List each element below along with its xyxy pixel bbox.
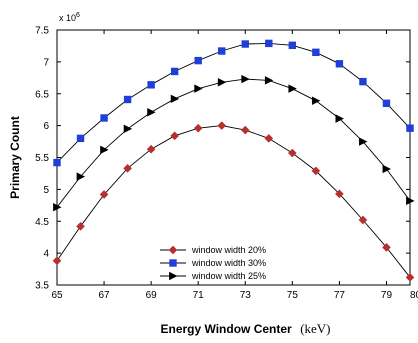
data-point xyxy=(76,172,86,181)
data-point xyxy=(76,222,85,231)
y-tick-label: 3.5 xyxy=(35,281,49,292)
data-point xyxy=(311,166,321,176)
data-point xyxy=(382,243,391,252)
legend-marker xyxy=(169,259,177,267)
series-line xyxy=(56,125,411,278)
x-tick-label: 69 xyxy=(146,290,158,301)
data-point xyxy=(194,84,203,93)
legend-item: window width 30% xyxy=(160,258,266,268)
data-point xyxy=(241,74,250,84)
y-axis: 3.5 4 4.5 5 5.5 6 6.5 7 7.5 xyxy=(35,26,410,292)
data-point xyxy=(288,148,297,158)
y-tick-label: 7.5 xyxy=(35,26,49,37)
x-axis: 65 67 69 71 73 75 77 79 80 xyxy=(51,30,418,301)
legend-label: window width 30% xyxy=(191,258,266,268)
legend-item: window width 20% xyxy=(160,245,266,255)
data-point xyxy=(359,137,368,146)
legend: window width 20% window width 30% window w… xyxy=(160,245,266,281)
data-point xyxy=(240,125,250,135)
y-tick-label: 6 xyxy=(43,121,49,132)
y-axis-multiplier: x 106 xyxy=(59,12,80,23)
series-3 xyxy=(53,74,415,212)
data-point xyxy=(193,123,203,133)
legend-marker xyxy=(168,245,178,255)
x-tick-label: 73 xyxy=(240,290,252,301)
legend-label: window width 25% xyxy=(191,271,266,281)
data-point xyxy=(100,145,109,155)
data-point xyxy=(170,94,180,104)
x-tick-label: 75 xyxy=(287,290,299,301)
data-point xyxy=(99,190,109,199)
x-tick-label: 77 xyxy=(334,290,346,301)
data-point xyxy=(382,164,391,174)
data-point xyxy=(217,78,227,87)
y-tick-label: 4.5 xyxy=(35,217,49,228)
data-point xyxy=(218,47,226,55)
x-tick-label: 65 xyxy=(51,290,63,301)
data-point xyxy=(170,67,179,76)
data-point xyxy=(264,76,274,85)
legend-item: window width 25% xyxy=(160,271,266,281)
data-point xyxy=(382,99,391,108)
data-point xyxy=(288,41,297,49)
data-point xyxy=(335,60,344,68)
y-tick-label: 6.5 xyxy=(35,89,49,100)
x-tick-label: 79 xyxy=(381,290,393,301)
data-point xyxy=(170,131,179,141)
data-point xyxy=(123,164,132,173)
data-point xyxy=(123,95,132,104)
y-axis-exponent: 6 xyxy=(76,12,80,19)
x-axis-unit: (keV) xyxy=(300,321,330,336)
data-point xyxy=(123,124,133,134)
data-point xyxy=(264,134,274,143)
series-line xyxy=(56,78,411,208)
legend-label: window width 20% xyxy=(191,245,266,255)
data-point xyxy=(147,108,156,117)
data-point xyxy=(405,273,415,282)
data-point xyxy=(311,96,321,105)
data-point xyxy=(100,114,108,122)
data-point xyxy=(335,114,344,123)
y-tick-label: 7 xyxy=(43,57,49,68)
series-2 xyxy=(53,39,414,167)
data-point xyxy=(312,48,320,57)
data-point xyxy=(194,56,202,65)
y-tick-label: 4 xyxy=(43,249,49,260)
x-tick-label: 80 xyxy=(410,290,418,301)
data-point xyxy=(76,134,85,143)
data-point xyxy=(146,144,156,154)
data-point xyxy=(406,124,414,132)
series-1 xyxy=(52,121,415,282)
x-tick-label: 71 xyxy=(193,290,205,301)
series-line xyxy=(56,42,411,163)
y-tick-label: 5 xyxy=(43,185,49,196)
data-point xyxy=(52,256,62,266)
data-point xyxy=(335,189,344,199)
data-point xyxy=(358,215,368,225)
x-axis-title: Energy Window Center xyxy=(160,322,292,336)
data-point xyxy=(53,203,62,212)
y-axis-title: Primary Count xyxy=(8,116,22,199)
y-tick-label: 5.5 xyxy=(35,153,49,164)
data-point xyxy=(265,39,273,48)
data-point xyxy=(241,40,249,48)
data-point xyxy=(217,121,227,130)
x-tick-label: 67 xyxy=(99,290,111,301)
x-axis-title-group: Energy Window Center (keV) xyxy=(160,320,330,337)
data-point xyxy=(147,81,155,89)
data-point xyxy=(53,158,61,167)
data-point xyxy=(288,84,297,93)
legend-marker xyxy=(169,271,178,281)
data-point xyxy=(406,196,415,206)
series-layer xyxy=(52,39,415,282)
data-point xyxy=(359,77,367,86)
